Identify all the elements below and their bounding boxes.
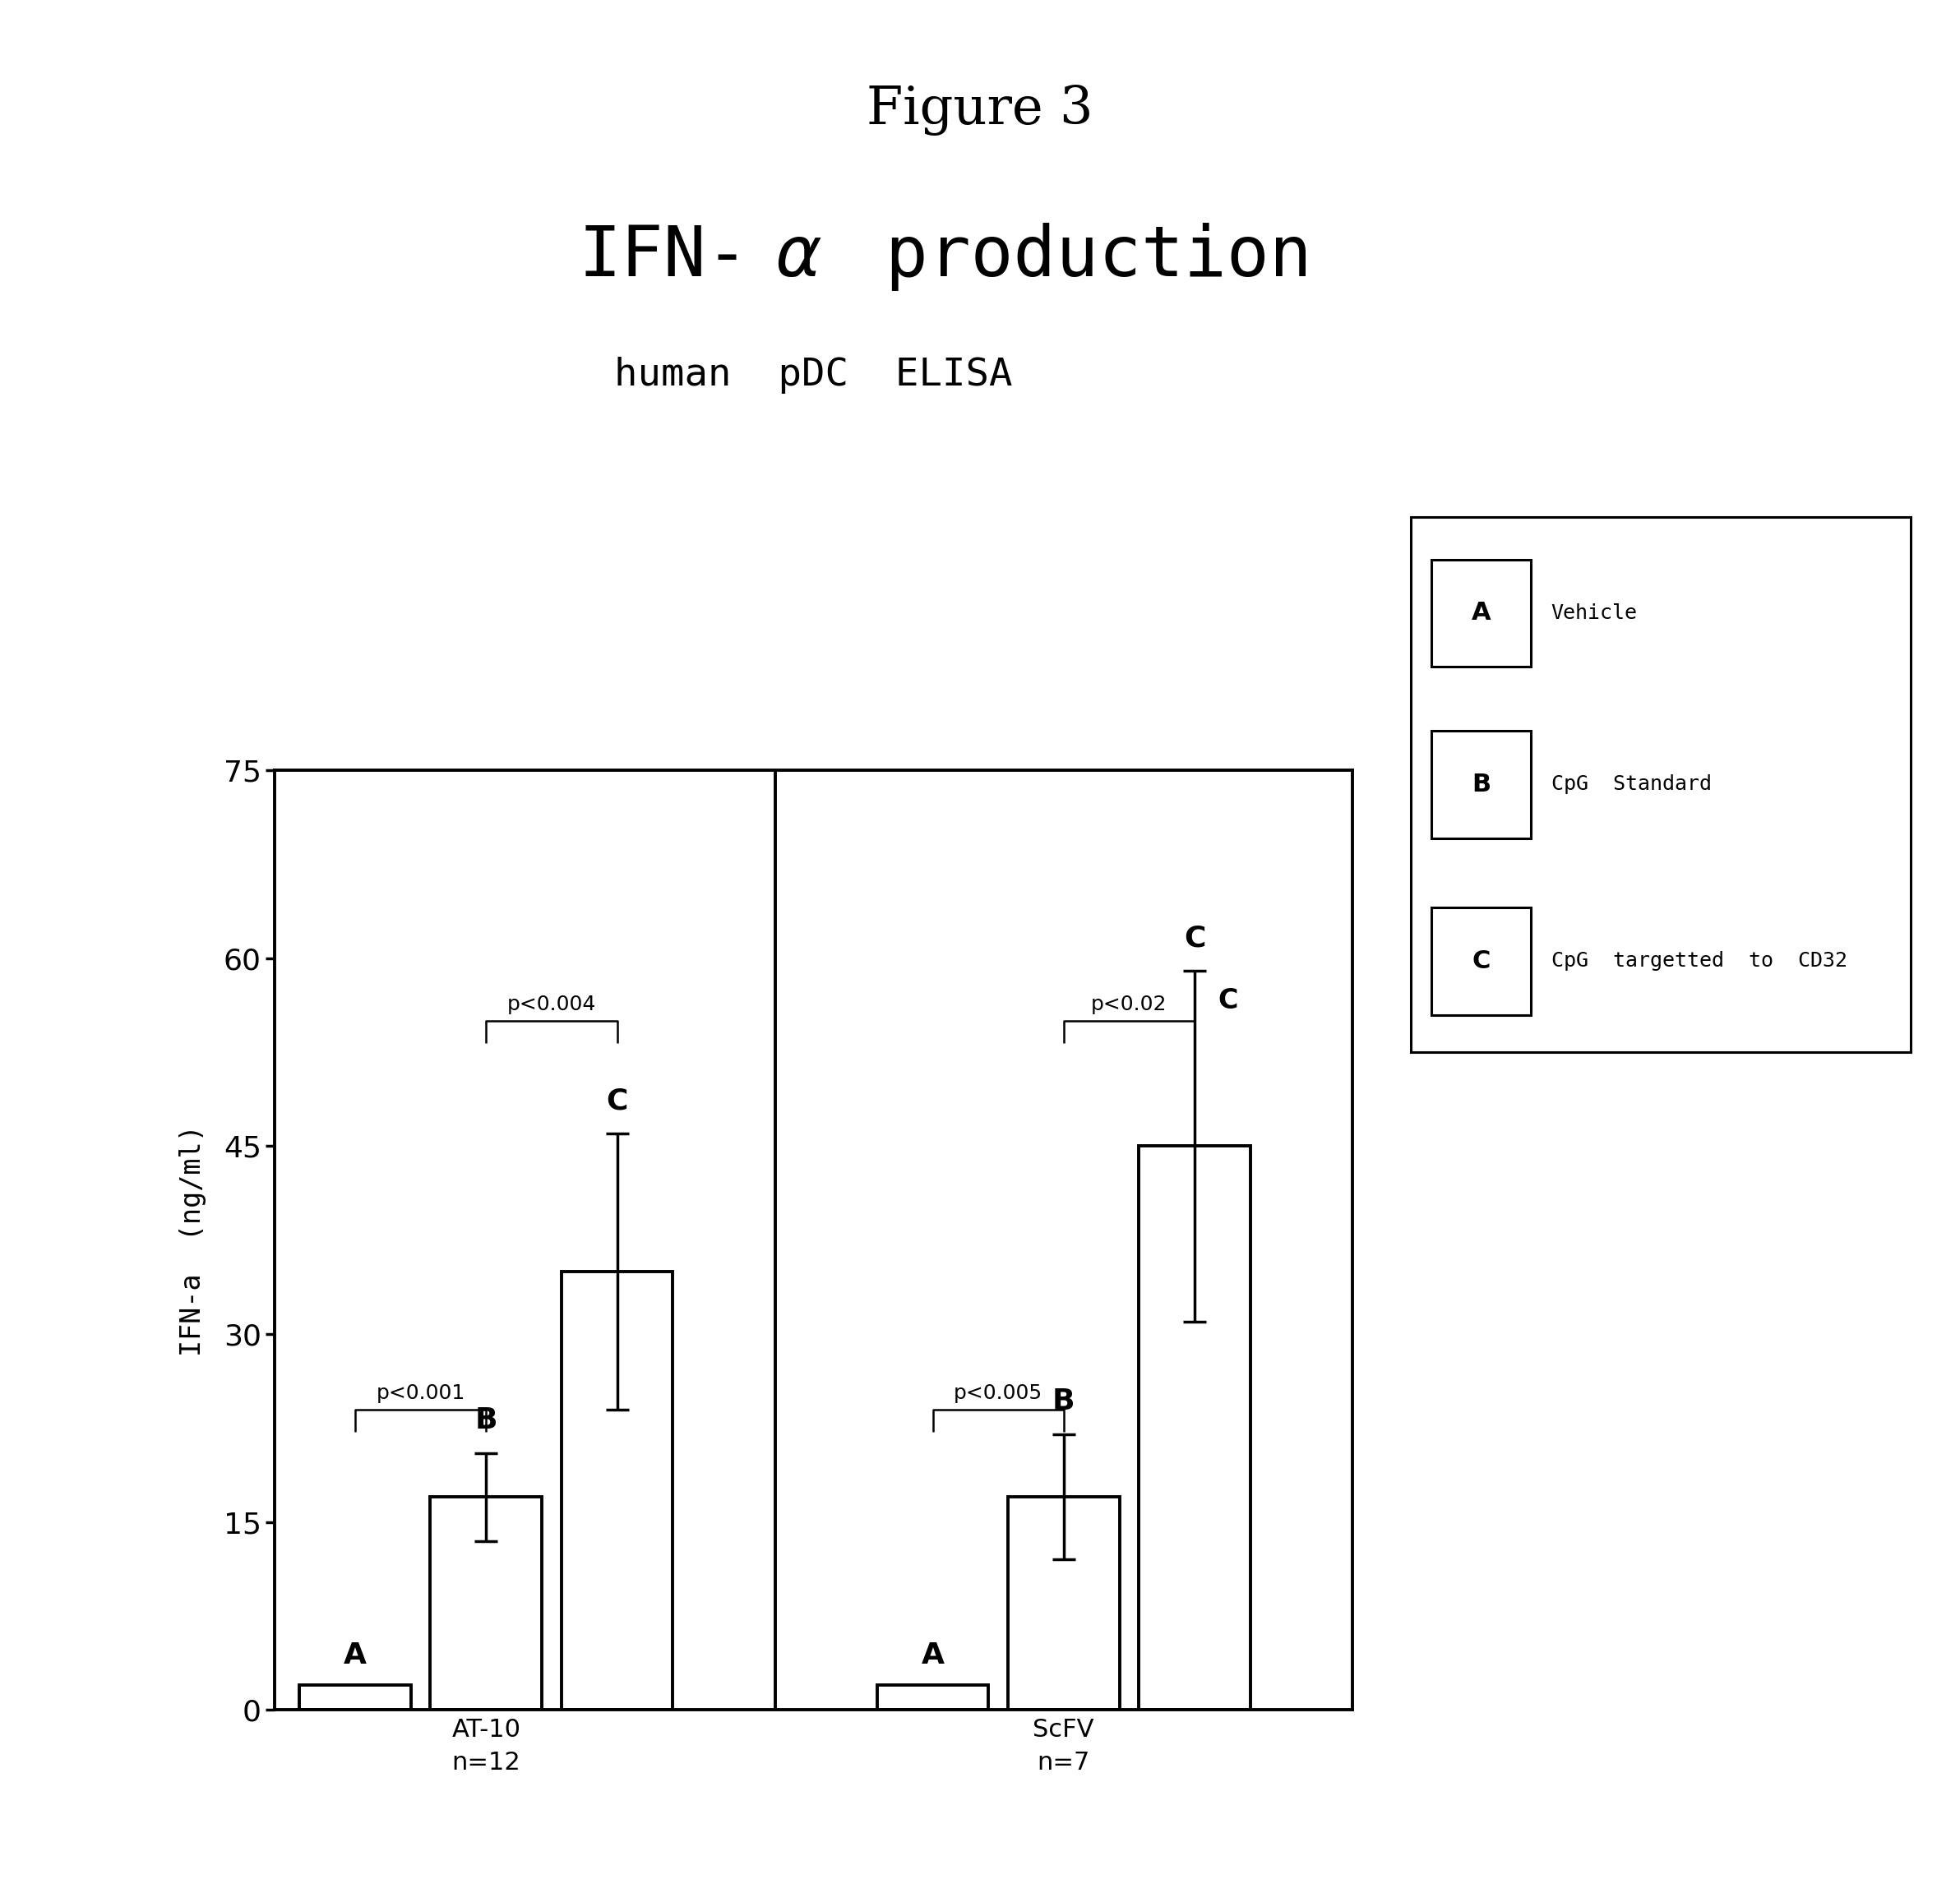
Text: human  pDC  ELISA: human pDC ELISA [613, 357, 1013, 395]
Text: p<0.004: p<0.004 [508, 996, 596, 1015]
Text: B: B [1053, 1387, 1074, 1415]
Text: IFN-: IFN- [578, 224, 749, 291]
Text: p<0.02: p<0.02 [1092, 996, 1166, 1015]
Text: p<0.005: p<0.005 [955, 1383, 1043, 1404]
Text: p<0.001: p<0.001 [376, 1383, 465, 1404]
Bar [561, 1272, 672, 1710]
Bar [1431, 731, 1531, 838]
Bar [431, 1498, 543, 1710]
Text: A: A [343, 1642, 367, 1670]
Text: $\alpha$: $\alpha$ [774, 227, 821, 291]
Text: A: A [921, 1642, 945, 1670]
Bar [876, 1685, 988, 1710]
Bar [1139, 1146, 1250, 1710]
Text: C: C [606, 1086, 627, 1114]
Text: Figure 3: Figure 3 [866, 85, 1094, 135]
Y-axis label: IFN-a  (ng/ml): IFN-a (ng/ml) [178, 1124, 206, 1357]
Text: C: C [1217, 988, 1239, 1015]
Text: A: A [1472, 601, 1492, 626]
Text: production: production [843, 224, 1311, 291]
Bar [1431, 908, 1531, 1015]
Text: C: C [1184, 924, 1205, 953]
Text: B: B [474, 1405, 498, 1434]
Text: CpG  Standard: CpG Standard [1550, 774, 1711, 795]
Text: B: B [1472, 772, 1492, 797]
Bar [1007, 1498, 1119, 1710]
Text: C: C [1472, 949, 1490, 973]
Text: Vehicle: Vehicle [1550, 603, 1637, 624]
Bar [1431, 560, 1531, 667]
Bar [300, 1685, 412, 1710]
Text: CpG  targetted  to  CD32: CpG targetted to CD32 [1550, 951, 1846, 971]
